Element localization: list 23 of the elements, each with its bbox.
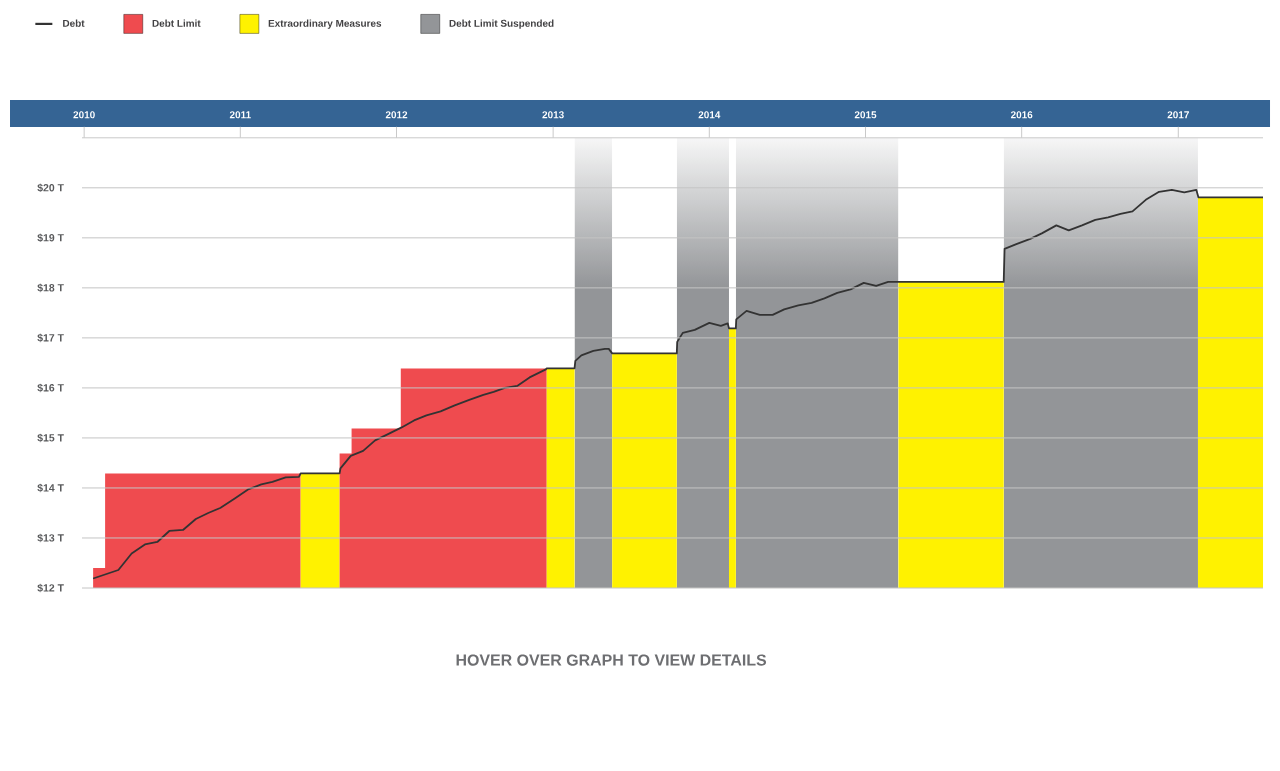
x-tick-label: 2017 bbox=[1167, 111, 1189, 119]
x-tick-label: 2010 bbox=[73, 111, 95, 119]
x-tick-label: 2011 bbox=[229, 111, 251, 119]
x-tick-label: 2016 bbox=[1010, 111, 1033, 119]
legend-label: Debt Limit bbox=[152, 19, 201, 27]
legend-label: Debt bbox=[63, 19, 85, 27]
text: HOVER OVER GRAPH TO VIEW DETAILS bbox=[456, 654, 767, 666]
y-tick-label: $14 T bbox=[37, 483, 64, 493]
y-tick-label: $17 T bbox=[37, 333, 64, 343]
y-tick-label: $13 T bbox=[37, 533, 64, 543]
y-tick-label: $15 T bbox=[37, 433, 64, 443]
x-tick-label: 2013 bbox=[542, 111, 564, 119]
y-tick-label: $12 T bbox=[37, 583, 64, 593]
line-series bbox=[92, 188, 1264, 580]
y-tick-label: $20 T bbox=[37, 183, 64, 193]
y-tick-label: $18 T bbox=[37, 283, 64, 293]
legend-label: Debt Limit Suspended bbox=[449, 19, 554, 29]
legend-label: Extraordinary Measures bbox=[268, 19, 382, 29]
x-tick-label: 2014 bbox=[698, 111, 721, 119]
y-tick-label: $19 T bbox=[37, 233, 64, 243]
x-tick-label: 2012 bbox=[385, 111, 408, 119]
x-tick-label: 2015 bbox=[854, 111, 877, 119]
y-tick-label: $16 T bbox=[37, 383, 64, 393]
